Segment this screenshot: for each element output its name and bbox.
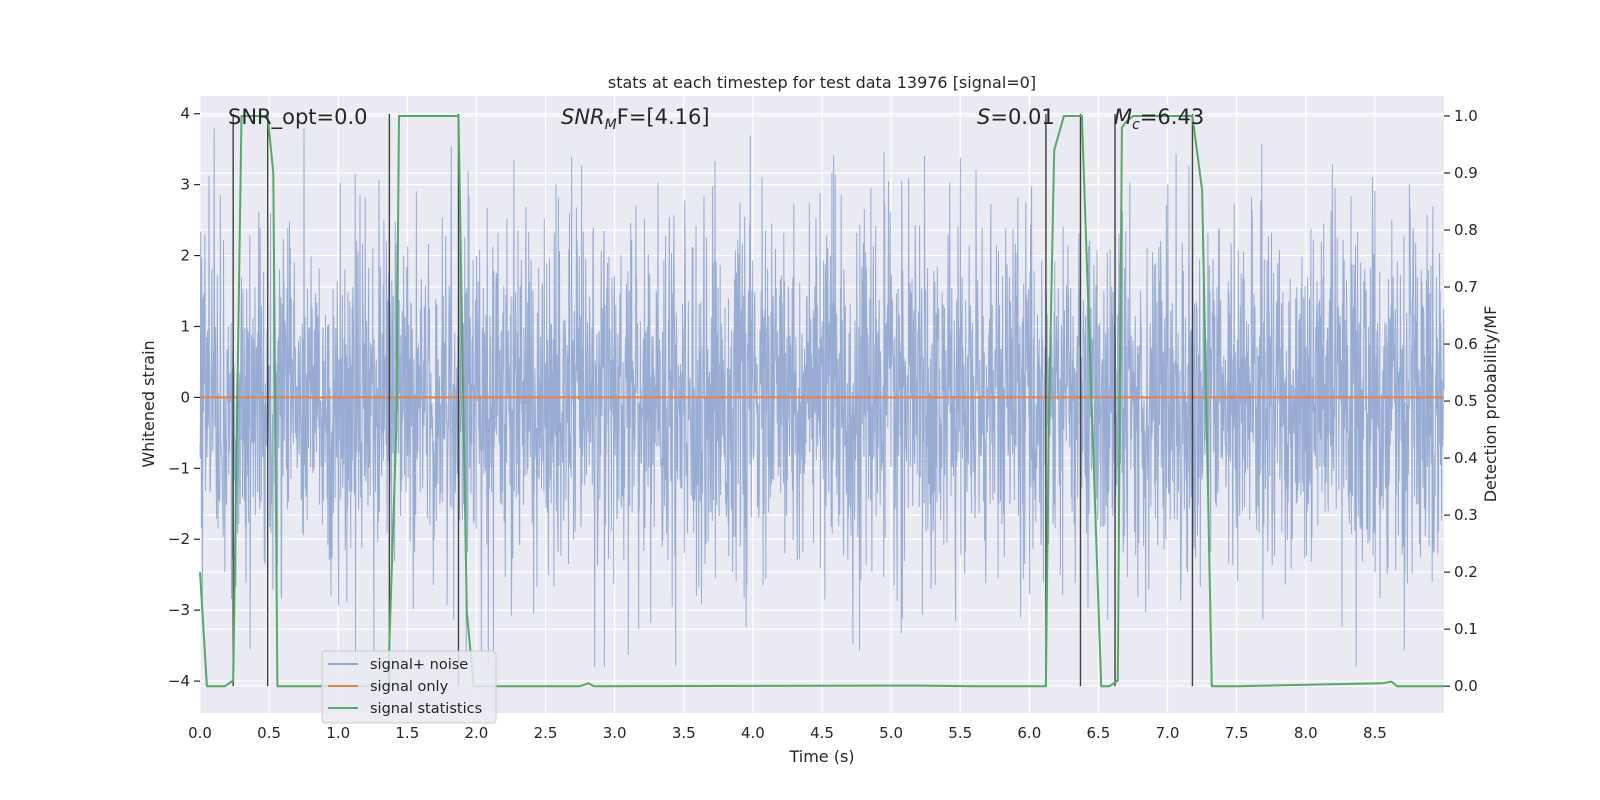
legend-label-noise: signal+ noise [370, 657, 468, 673]
y-right-tick-label: 0.5 [1454, 392, 1478, 410]
x-tick-label: 2.0 [465, 724, 489, 742]
legend: signal+ noise signal only signal statist… [321, 650, 497, 724]
x-tick-label: 5.0 [879, 724, 903, 742]
x-tick-label: 3.0 [603, 724, 627, 742]
vertical-markers [232, 113, 1194, 687]
y-right-tick-label: 0.0 [1454, 677, 1478, 695]
x-ticks: 0.0 0.5 1.0 1.5 2.0 2.5 3.0 3.5 4.0 4.5 5.0 5.5 6.0 6… [188, 724, 1387, 742]
x-tick-label: 3.5 [672, 724, 696, 742]
x-tick-label: 5.5 [948, 724, 972, 742]
y-tick-label: −4 [168, 672, 190, 690]
legend-label-stats: signal statistics [370, 701, 482, 717]
mc-rest: =6.43 [1140, 105, 1204, 129]
x-tick-label: 0.5 [257, 724, 281, 742]
mc-sub: c [1132, 117, 1140, 133]
annotation-s: S=0.01 [977, 105, 1055, 129]
legend-box [321, 650, 497, 724]
x-tick-label: 1.0 [326, 724, 350, 742]
x-tick-label: 8.0 [1294, 724, 1318, 742]
snr-mf-rest: F=[4.16] [617, 105, 710, 129]
legend-label-signal: signal only [370, 679, 449, 695]
y-right-tick-label: 0.7 [1454, 278, 1478, 296]
y-right-tick-label: 0.6 [1454, 335, 1478, 353]
y-ticks-right: 0.0 0.1 0.2 0.3 0.4 0.5 0.6 0.7 0.8 0.9 1.0 [1444, 107, 1478, 695]
y-tick-label: 3 [180, 176, 190, 194]
annotation-snr-opt: SNR_opt=0.0 [228, 105, 368, 130]
y-right-tick-label: 0.3 [1454, 506, 1478, 524]
annotation-snr-mf: SNRMF=[4.16] [561, 105, 710, 133]
y-right-tick-label: 1.0 [1454, 107, 1478, 125]
y-tick-label: 0 [180, 388, 190, 406]
y-tick-label: −2 [168, 530, 190, 548]
chart-title: stats at each timestep for test data 139… [608, 73, 1036, 92]
x-axis-label: Time (s) [788, 747, 854, 766]
x-tick-label: 6.0 [1017, 724, 1041, 742]
x-tick-label: 4.0 [741, 724, 765, 742]
x-tick-label: 0.0 [188, 724, 212, 742]
y-tick-label: 2 [180, 247, 190, 265]
y-tick-label: −1 [168, 459, 190, 477]
x-tick-label: 4.5 [810, 724, 834, 742]
s-rest: =0.01 [990, 105, 1054, 129]
y-right-tick-label: 0.1 [1454, 620, 1478, 638]
y-axis-label: Whitened strain [139, 340, 158, 467]
signal-statistics-line [199, 115, 1444, 688]
y-axis-label-right: Detection probability/MF [1481, 306, 1500, 503]
annotation-mc: Mc=6.43 [1114, 105, 1204, 133]
s-main: S [977, 105, 990, 129]
mc-main: M [1114, 105, 1132, 129]
y-ticks-left: −4 −3 −2 −1 0 1 2 3 4 [168, 105, 200, 690]
x-tick-label: 7.5 [1225, 724, 1249, 742]
x-tick-label: 1.5 [395, 724, 419, 742]
x-tick-label: 6.5 [1087, 724, 1111, 742]
noise-series [199, 127, 1445, 667]
y-right-tick-label: 0.2 [1454, 563, 1478, 581]
y-right-tick-label: 0.9 [1454, 164, 1478, 182]
y-right-tick-label: 0.4 [1454, 449, 1478, 467]
signal-statistics-series [199, 115, 1444, 688]
snr-mf-main: SNR [561, 105, 605, 129]
x-tick-label: 2.5 [534, 724, 558, 742]
snr-mf-sub: M [605, 117, 617, 133]
y-tick-label: 4 [180, 105, 190, 123]
y-right-tick-label: 0.8 [1454, 221, 1478, 239]
x-tick-label: 8.5 [1363, 724, 1387, 742]
noise-line [199, 127, 1445, 667]
y-tick-label: −3 [168, 601, 190, 619]
x-tick-label: 7.0 [1156, 724, 1180, 742]
y-tick-label: 1 [180, 317, 190, 335]
